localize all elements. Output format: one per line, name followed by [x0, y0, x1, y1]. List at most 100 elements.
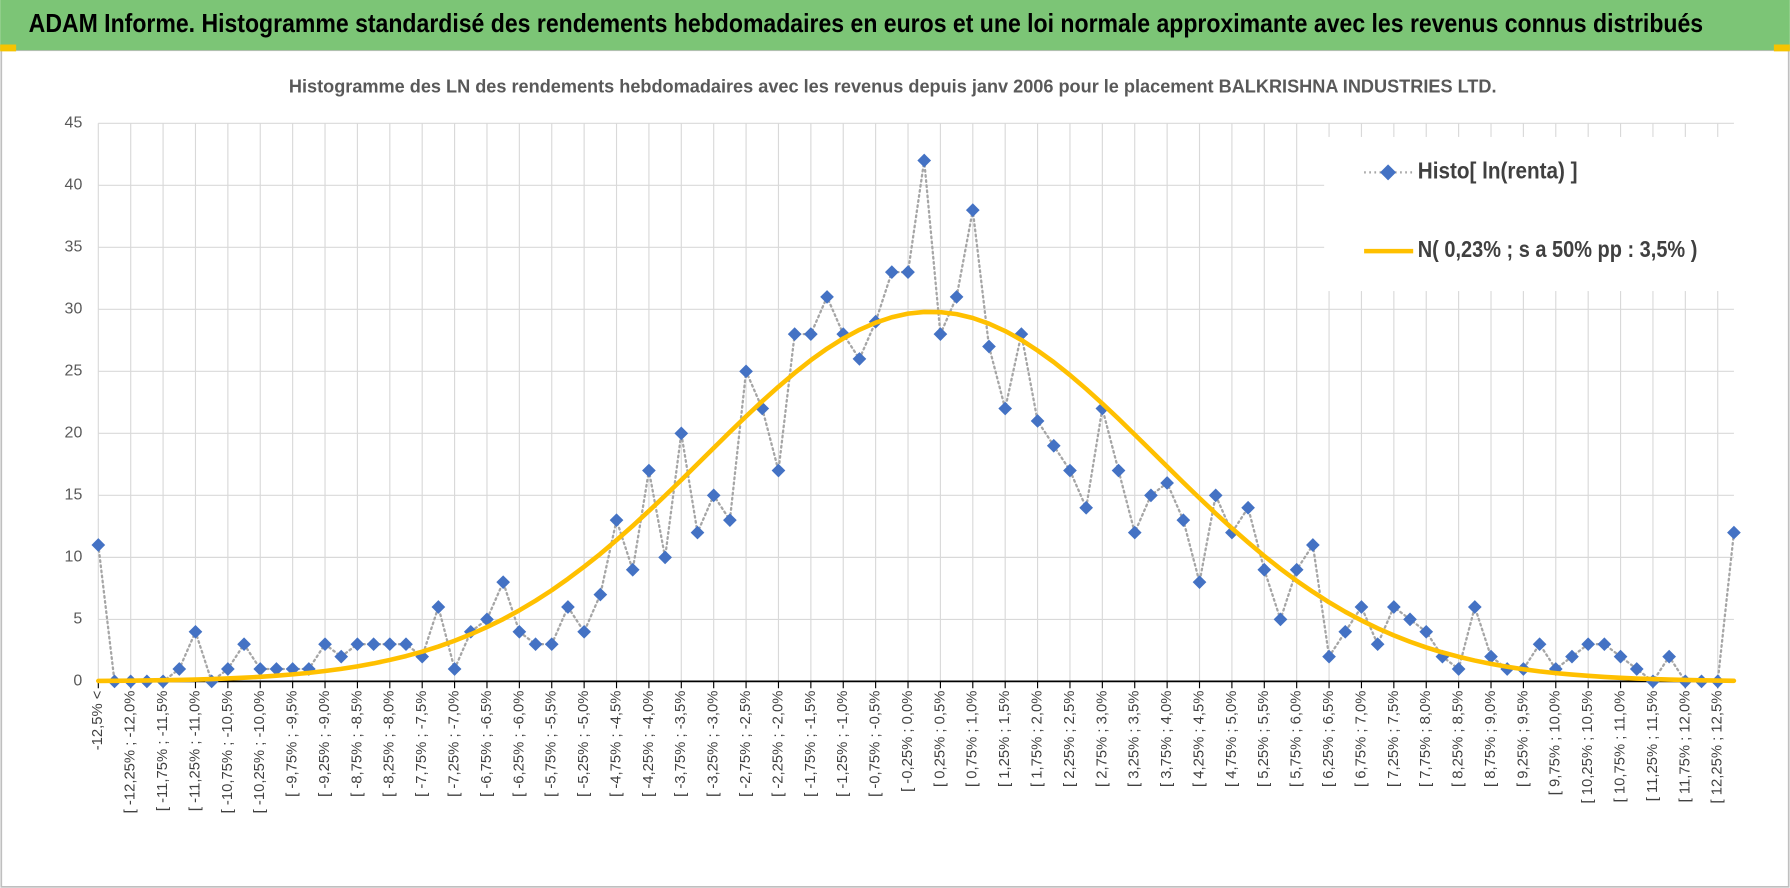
x-tick-label: [ 9,25% ; 9,5%: [1515, 691, 1531, 787]
data-point: [771, 463, 786, 478]
header-bar: [0, 0, 1790, 51]
data-point: [933, 327, 948, 341]
legend-marker: [1380, 164, 1397, 181]
data-point: [382, 637, 397, 652]
header-accent: [0, 44, 17, 52]
header-title: ADAM Informe. Histogramme standardisé de…: [29, 8, 1703, 38]
legend-label: N( 0,23% ; s a 50% pp : 3,5% ): [1418, 236, 1698, 262]
x-tick-label: [ -8,25% ; -8,0%: [382, 691, 398, 797]
data-point: [1127, 525, 1142, 540]
x-tick-label: [ -9,75% ; -9,5%: [285, 691, 301, 797]
x-tick-label: [ -10,25% ; -10,0%: [252, 691, 268, 814]
data-point: [949, 290, 964, 304]
x-tick-label: [ -9,25% ; -9,0%: [317, 691, 333, 797]
x-tick-label: [ 8,25% ; 8,5%: [1451, 691, 1467, 787]
data-point: [237, 637, 251, 652]
x-tick-label: [ 11,75% ; 12,0%: [1677, 691, 1693, 803]
x-tick-label: [ -12,25% ; -12,0%: [123, 691, 139, 814]
x-tick-label: [ 4,75% ; 5,0%: [1224, 691, 1240, 787]
y-tick-label: 40: [65, 177, 83, 194]
data-point: [1046, 438, 1061, 453]
data-point: [1144, 488, 1158, 503]
x-tick-label: [ 3,75% ; 4,0%: [1159, 691, 1175, 787]
data-point: [221, 662, 235, 676]
x-tick-label: [ -0,25% ; 0,0%: [900, 691, 916, 792]
x-tick-label: [ -11,25% ; -11,0%: [187, 691, 203, 812]
data-point: [1581, 637, 1596, 652]
x-tick-label: -12,5% <: [90, 691, 106, 751]
x-tick-label: [ -0,75% ; -0,5%: [868, 691, 884, 797]
y-tick-label: 20: [65, 425, 83, 442]
x-tick-label: [ 0,25% ; 0,5%: [932, 691, 948, 787]
x-tick-label: [ -11,75% ; -11,5%: [155, 691, 171, 812]
data-point: [1208, 488, 1223, 503]
data-point: [1160, 476, 1174, 490]
data-point: [188, 624, 203, 639]
x-tick-label: [ -1,25% ; -1,0%: [835, 691, 851, 797]
x-tick-label: [ -10,75% ; -10,5%: [220, 691, 236, 814]
legend-box: [1324, 136, 1738, 292]
x-tick-label: [ 2,75% ; 3,0%: [1094, 691, 1110, 787]
x-tick-label: [ -3,25% ; -3,0%: [706, 691, 722, 797]
data-point: [544, 637, 559, 652]
x-tick-label: [ -6,25% ; -6,0%: [511, 691, 527, 797]
data-point: [804, 327, 818, 341]
data-point: [91, 538, 106, 552]
x-tick-label: [ 7,75% ; 8,0%: [1418, 691, 1434, 787]
x-tick-label: [ 8,75% ; 9,0%: [1483, 691, 1499, 787]
data-point: [1079, 500, 1094, 515]
x-tick-label: [ -7,25% ; -7,0%: [447, 691, 463, 797]
y-tick-label: 30: [65, 301, 83, 318]
data-point: [609, 513, 624, 528]
data-point: [172, 662, 187, 676]
x-tick-label: [ 4,25% ; 4,5%: [1191, 691, 1207, 787]
data-point: [1419, 624, 1434, 639]
x-tick-label: [ 10,75% ; 11,0%: [1612, 691, 1628, 803]
data-point: [1370, 637, 1385, 652]
y-tick-label: 25: [65, 363, 83, 380]
data-point: [998, 401, 1013, 416]
y-tick-label: 45: [65, 114, 83, 131]
data-point: [1727, 525, 1741, 540]
x-tick-label: [ 6,75% ; 7,0%: [1353, 691, 1369, 787]
y-tick-label: 0: [73, 673, 82, 690]
x-tick-label: [ 0,75% ; 1,0%: [965, 691, 981, 787]
x-tick-label: [ -1,75% ; -1,5%: [803, 691, 819, 797]
x-tick-label: [ -7,75% ; -7,5%: [414, 691, 430, 797]
x-tick-label: [ -4,75% ; -4,5%: [608, 691, 624, 797]
x-tick-label: [ 5,25% ; 5,5%: [1256, 691, 1272, 787]
data-point: [512, 624, 527, 639]
x-tick-label: [ 7,25% ; 7,5%: [1386, 691, 1402, 787]
x-tick-label: [ 6,25% ; 6,5%: [1321, 691, 1337, 787]
x-tick-label: [ -2,75% ; -2,5%: [738, 691, 754, 797]
data-point: [1532, 637, 1547, 652]
x-tick-label: [ 9,75% ; 10,0%: [1548, 691, 1564, 796]
data-point: [1063, 463, 1077, 478]
data-point: [1241, 500, 1255, 515]
data-point: [269, 662, 284, 676]
x-tick-label: [ -5,75% ; -5,5%: [544, 691, 560, 797]
x-tick-label: [ -6,75% ; -6,5%: [479, 691, 495, 797]
data-point: [690, 525, 705, 540]
data-point: [1338, 624, 1353, 639]
data-point: [706, 488, 721, 503]
data-point: [350, 637, 365, 652]
data-point: [1176, 513, 1191, 528]
data-point: [1306, 538, 1320, 552]
y-tick-label: 15: [65, 487, 83, 504]
data-point: [1451, 662, 1466, 676]
x-tick-label: [ 12,25% ; 12,5%: [1710, 691, 1726, 804]
x-tick-label: [ 10,25% ; 10,5%: [1580, 691, 1596, 804]
x-tick-label: [ 3,25% ; 3,5%: [1127, 691, 1143, 787]
x-tick-label: [ -3,75% ; -3,5%: [673, 691, 689, 797]
header-accent: [1773, 44, 1790, 52]
x-tick-label: [ 1,75% ; 2,0%: [1029, 691, 1045, 787]
data-point: [674, 426, 689, 441]
x-tick-label: [ -2,25% ; -2,0%: [770, 691, 786, 797]
series-line: [96, 309, 1737, 684]
data-point: [318, 637, 332, 652]
x-tick-label: [ -4,25% ; -4,0%: [641, 691, 657, 797]
x-tick-label: [ 5,75% ; 6,0%: [1289, 691, 1305, 787]
